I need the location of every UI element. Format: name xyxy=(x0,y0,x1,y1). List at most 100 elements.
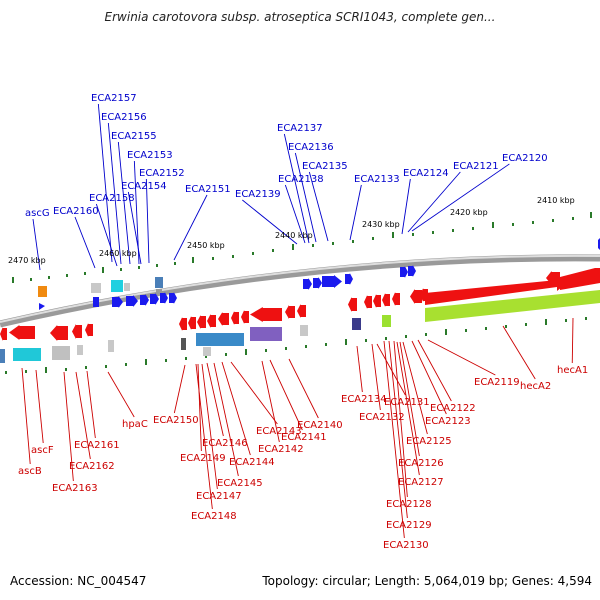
gene-label: ECA2122 xyxy=(430,403,476,414)
tick-mark xyxy=(174,262,176,265)
gene-label: ECA2161 xyxy=(74,440,120,451)
tick-mark xyxy=(165,359,167,362)
leader-line xyxy=(356,345,363,393)
leader-line xyxy=(269,359,303,431)
leader-line xyxy=(283,133,310,244)
tick-mark xyxy=(84,272,86,275)
tick-mark xyxy=(485,327,487,330)
feature-block xyxy=(52,346,70,360)
gene-label: ECA2146 xyxy=(202,438,248,449)
scale-label: 2460 kbp xyxy=(99,249,137,258)
leader-line xyxy=(107,122,122,265)
tick-mark xyxy=(532,221,534,224)
leader-line xyxy=(145,178,150,264)
gene-arrow-forward xyxy=(169,292,177,304)
leader-line xyxy=(127,191,142,265)
gene-arrow-forward xyxy=(345,273,353,285)
tick-mark xyxy=(232,255,234,258)
tick-mark xyxy=(45,367,47,373)
feature-block xyxy=(156,289,162,294)
genome-summary-text: Topology: circular; Length: 5,064,019 bp… xyxy=(262,574,592,588)
gene-label: ECA2121 xyxy=(453,161,499,172)
tick-mark xyxy=(545,319,547,325)
gene-label: ECA2144 xyxy=(229,457,275,468)
gene-label: ECA2160 xyxy=(53,206,99,217)
tick-mark xyxy=(365,339,367,342)
gene-arrow-reverse xyxy=(179,317,187,331)
feature-block xyxy=(38,286,47,297)
tick-mark xyxy=(252,252,254,255)
genome-backbone-highlight xyxy=(0,254,600,323)
gene-label: ascG xyxy=(25,208,50,219)
tick-mark xyxy=(85,366,87,369)
gene-arrow-forward xyxy=(322,275,342,288)
gene-arrow-reverse xyxy=(207,314,216,328)
feature-block xyxy=(196,333,244,346)
leader-line xyxy=(35,369,44,444)
gene-label: ECA2132 xyxy=(359,412,405,423)
tick-mark xyxy=(312,244,314,247)
gene-label: ECA2140 xyxy=(297,420,343,431)
tick-mark xyxy=(572,217,574,220)
tick-mark xyxy=(192,257,194,263)
leader-line xyxy=(371,343,381,411)
tick-mark xyxy=(512,223,514,226)
gene-arrow-hecA2 xyxy=(560,268,600,290)
gene-label: ECA2151 xyxy=(185,184,231,195)
leader-line xyxy=(221,361,251,456)
leader-line xyxy=(349,184,362,241)
gene-label: ECA2162 xyxy=(69,461,115,472)
gene-arrow-reverse xyxy=(0,327,7,341)
tick-mark xyxy=(25,370,27,373)
gene-arrow-reverse xyxy=(50,325,68,341)
leader-line xyxy=(417,339,452,402)
gene-label: hecA1 xyxy=(557,365,588,376)
leader-line xyxy=(402,341,428,435)
tick-mark xyxy=(505,325,507,328)
tick-mark xyxy=(445,329,447,335)
gene-arrow-reverse xyxy=(85,323,93,337)
leader-line xyxy=(388,340,408,519)
feature-block xyxy=(124,283,130,291)
leader-line xyxy=(261,360,280,443)
feature-block xyxy=(250,327,282,341)
scale-label: 2450 kbp xyxy=(187,241,225,250)
scale-label: 2410 kbp xyxy=(537,196,575,205)
gene-arrow-forward xyxy=(112,296,123,308)
leader-line xyxy=(213,362,239,477)
feature-block-green xyxy=(425,290,600,322)
feature-block xyxy=(203,347,211,356)
tick-mark xyxy=(205,355,207,358)
feature-block xyxy=(108,340,114,352)
leader-line xyxy=(407,171,461,233)
gene-label: ECA2135 xyxy=(302,161,348,172)
scale-label: 2470 kbp xyxy=(8,256,46,265)
gene-arrow-reverse xyxy=(348,297,357,312)
leader-line xyxy=(571,317,574,364)
gene-label: hecA2 xyxy=(520,381,551,392)
gene-label: ECA2149 xyxy=(180,453,226,464)
scale-label: 2440 kbp xyxy=(275,231,313,240)
gene-arrow-reverse xyxy=(297,304,306,318)
leader-line xyxy=(75,371,91,460)
leader-line xyxy=(86,370,96,439)
gene-arrow-reverse xyxy=(218,312,229,326)
gene-label: ECA2139 xyxy=(235,189,281,200)
gene-label: ECA2152 xyxy=(139,168,185,179)
gene-arrow-reverse xyxy=(364,295,372,309)
leader-line xyxy=(294,152,317,243)
tick-mark xyxy=(585,317,587,320)
gene-arrow-forward xyxy=(39,303,45,310)
gene-arrow-reverse xyxy=(9,325,35,340)
leader-line xyxy=(308,171,329,242)
tick-mark xyxy=(125,363,127,366)
gene-label: ECA2128 xyxy=(386,499,432,510)
gene-arrow-forward xyxy=(150,293,159,305)
leader-line xyxy=(95,203,118,267)
gene-label: ECA2123 xyxy=(425,416,471,427)
leader-line xyxy=(242,199,298,245)
gene-label: ECA2131 xyxy=(384,397,430,408)
gene-arrow-forward xyxy=(313,277,322,289)
gene-arrow-reverse xyxy=(420,288,428,302)
